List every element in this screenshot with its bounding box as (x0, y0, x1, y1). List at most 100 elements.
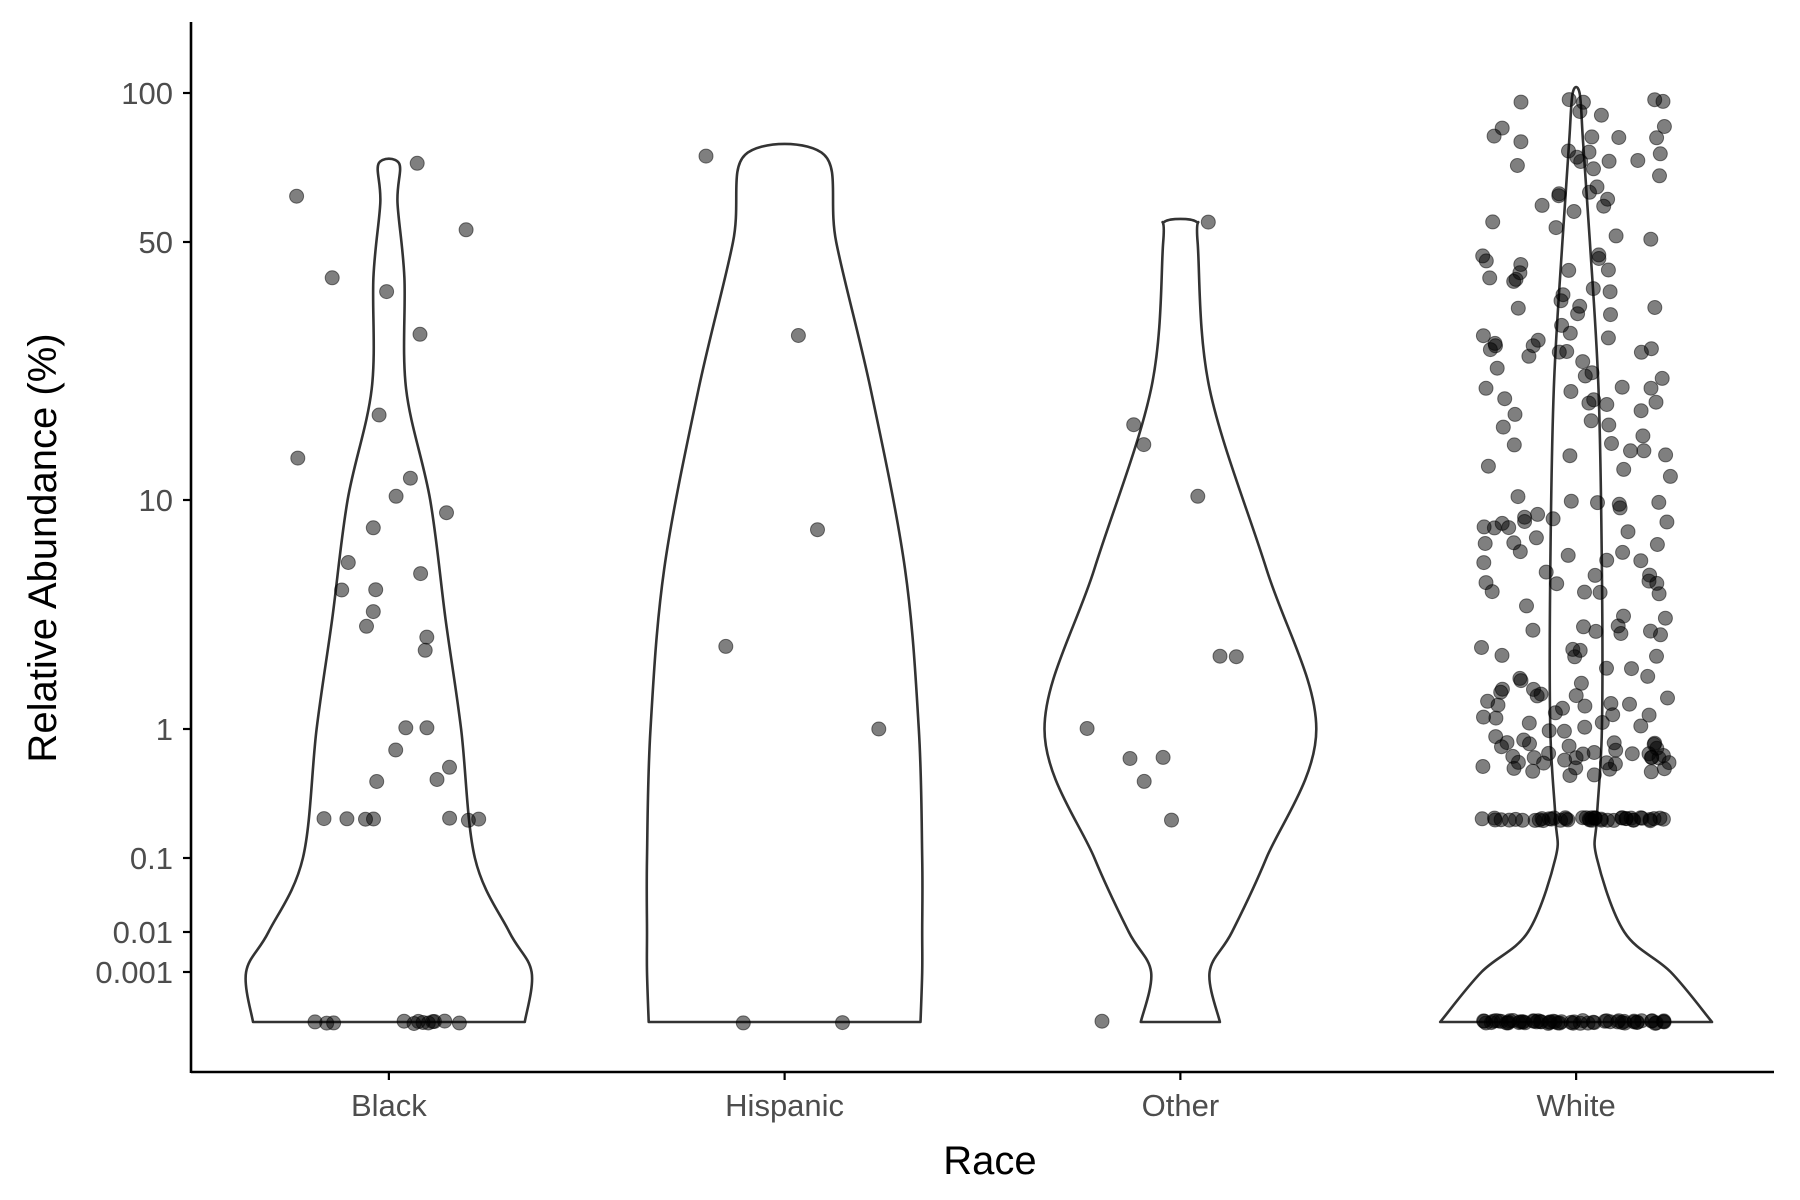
data-point-hispanic (718, 638, 734, 654)
data-point-white (1538, 564, 1554, 580)
data-point-white (1476, 555, 1492, 571)
data-point-white (1577, 698, 1593, 714)
data-point-white (1630, 153, 1646, 168)
data-point-white (1480, 458, 1496, 474)
data-point-white (1547, 705, 1563, 721)
data-point-black (419, 720, 435, 736)
data-point-white (1585, 281, 1601, 297)
data-point-white (1586, 1015, 1602, 1031)
data-point-white (1475, 759, 1491, 774)
data-point-white (1565, 641, 1581, 657)
data-point-white (1549, 576, 1565, 592)
data-point-white (1657, 610, 1673, 626)
data-point-hispanic (790, 328, 806, 343)
data-point-white (1545, 511, 1561, 527)
data-point-white (1623, 443, 1638, 459)
data-point-white (1562, 448, 1578, 464)
data-point-white (1659, 514, 1675, 530)
x-axis-ticks: Black Hispanic Other White (351, 1072, 1616, 1123)
data-point-white (1608, 228, 1624, 244)
data-point-white (1577, 368, 1593, 384)
data-point-white (1600, 812, 1615, 828)
data-point-black (419, 629, 435, 645)
data-point-white (1558, 811, 1574, 827)
data-point-white (1613, 626, 1629, 641)
data-point-white (1655, 1014, 1671, 1030)
data-point-white (1581, 811, 1597, 827)
data-point-white (1620, 524, 1636, 540)
data-point-black (326, 1015, 342, 1031)
data-point-hispanic (871, 721, 887, 737)
data-point-white (1601, 417, 1617, 433)
data-point-white (1541, 723, 1557, 739)
x-tick-label-other: Other (1142, 1088, 1220, 1123)
data-point-other (1126, 417, 1142, 433)
data-point-white (1616, 461, 1632, 477)
data-point-other (1136, 773, 1152, 789)
data-point-white (1482, 270, 1498, 286)
data-point-white (1480, 693, 1496, 709)
data-point-black (289, 188, 305, 204)
data-point-white (1573, 154, 1589, 169)
data-point-white (1656, 119, 1672, 134)
data-point-white (1566, 204, 1582, 219)
data-point-white (1590, 495, 1605, 511)
data-point-white (1547, 1014, 1563, 1030)
data-point-hispanic (698, 148, 714, 164)
data-point-hispanic (835, 1015, 850, 1031)
data-point-black (388, 742, 404, 758)
data-point-white (1476, 519, 1492, 535)
data-point-other (1155, 749, 1171, 765)
data-point-white (1656, 761, 1672, 777)
data-point-black (439, 505, 454, 521)
data-point-white (1510, 489, 1526, 505)
data-point-white (1576, 619, 1591, 635)
data-point-black (365, 520, 381, 536)
data-point-white (1633, 718, 1649, 734)
violin-black (244, 157, 534, 1024)
data-point-white (1649, 537, 1665, 552)
data-point-white (1485, 214, 1501, 230)
data-point-other (1164, 812, 1179, 828)
data-point-white (1525, 338, 1541, 354)
data-point-white (1600, 330, 1616, 346)
data-point-white (1636, 443, 1652, 459)
data-point-other (1228, 649, 1244, 665)
data-point-white (1643, 231, 1659, 247)
data-point-white (1494, 647, 1510, 663)
data-point-white (1581, 144, 1597, 160)
data-point-white (1510, 300, 1526, 316)
data-point-white (1606, 735, 1622, 751)
data-point-white (1551, 344, 1567, 360)
y-tick-label: 50 (139, 225, 173, 260)
data-point-white (1517, 514, 1533, 529)
data-point-white (1495, 419, 1511, 435)
data-point-white (1643, 764, 1659, 780)
data-point-white (1651, 494, 1667, 510)
data-point-white (1601, 153, 1617, 169)
data-point-black (369, 774, 385, 789)
data-point-white (1586, 767, 1602, 783)
data-point-white (1651, 586, 1667, 602)
data-point-white (1643, 623, 1658, 639)
data-point-white (1476, 709, 1491, 725)
y-tick-label: 100 (121, 76, 173, 111)
data-point-white (1561, 262, 1577, 278)
data-point-white (1525, 622, 1541, 638)
data-point-white (1599, 552, 1615, 568)
data-point-white (1582, 184, 1597, 200)
data-point-black (402, 470, 418, 486)
data-point-white (1603, 696, 1619, 711)
data-point-white (1478, 380, 1494, 396)
data-point-black (359, 618, 374, 634)
data-point-white (1635, 428, 1651, 444)
data-point-black (388, 488, 404, 504)
data-point-white (1562, 768, 1578, 783)
data-point-white (1575, 354, 1591, 370)
violin-hispanic (645, 142, 924, 1024)
y-tick-label: 0.01 (113, 915, 173, 950)
data-point-white (1556, 723, 1572, 739)
data-point-white (1475, 248, 1491, 264)
data-point-white (1477, 536, 1493, 551)
data-point-white (1633, 553, 1649, 569)
